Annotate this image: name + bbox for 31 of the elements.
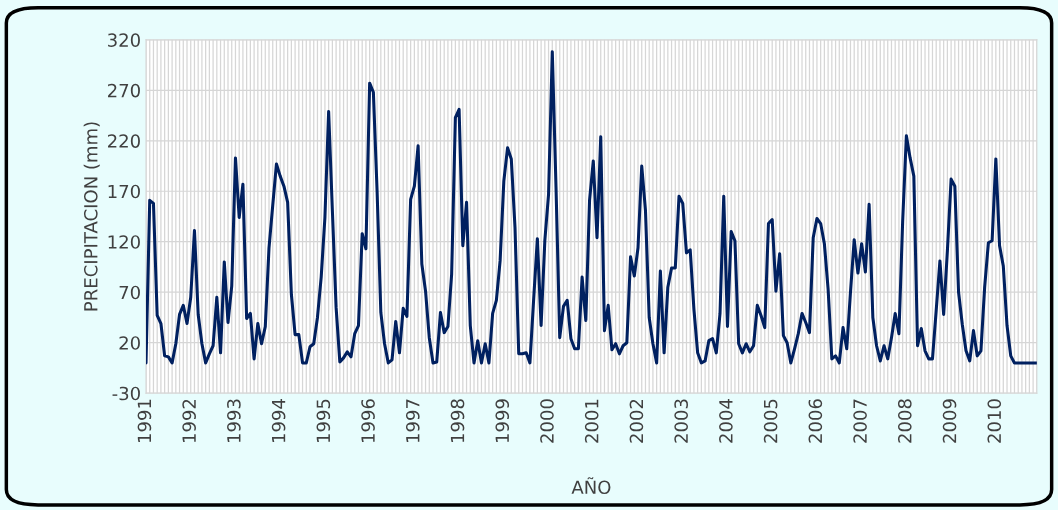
x-tick-label: 1998 [450, 399, 465, 443]
x-tick-label: 2009 [942, 399, 957, 443]
y-axis-title: PRECIPITACION (mm) [83, 122, 100, 311]
line-series [146, 50, 1037, 365]
x-tick-label: 2008 [897, 399, 912, 443]
x-tick-label: 1999 [495, 399, 510, 443]
x-tick-label: 1993 [227, 399, 241, 443]
x-tick-label: 2004 [719, 399, 733, 443]
y-tick-label: 170 [108, 184, 140, 199]
x-tick-label: 1992 [182, 399, 196, 443]
y-tick-label: 220 [108, 134, 140, 148]
y-tick-label: 20 [119, 336, 140, 350]
x-tick-label: 2003 [674, 399, 688, 443]
x-tick-label: 2000 [540, 399, 554, 443]
x-tick-label: 1994 [271, 399, 286, 443]
x-tick-label: 2010 [987, 399, 1002, 443]
x-tick-label: 1995 [316, 399, 331, 443]
x-tick-label: 2006 [808, 399, 823, 443]
x-tick-label: 2005 [763, 399, 778, 443]
x-tick-label: 2007 [853, 399, 867, 443]
x-tick-label: 1991 [137, 399, 152, 443]
x-axis-title: AÑO [571, 477, 611, 495]
y-tick-label: 270 [108, 83, 140, 98]
y-tick-label: 320 [108, 33, 140, 47]
x-tick-label: 1997 [405, 399, 420, 443]
y-tick-label: -30 [112, 386, 140, 401]
x-tick-label: 2002 [629, 399, 644, 443]
x-tick-label: 2001 [584, 399, 599, 443]
x-tick-label: 1996 [361, 399, 375, 443]
y-tick-label: 120 [108, 235, 140, 249]
y-tick-label: 70 [119, 285, 140, 300]
